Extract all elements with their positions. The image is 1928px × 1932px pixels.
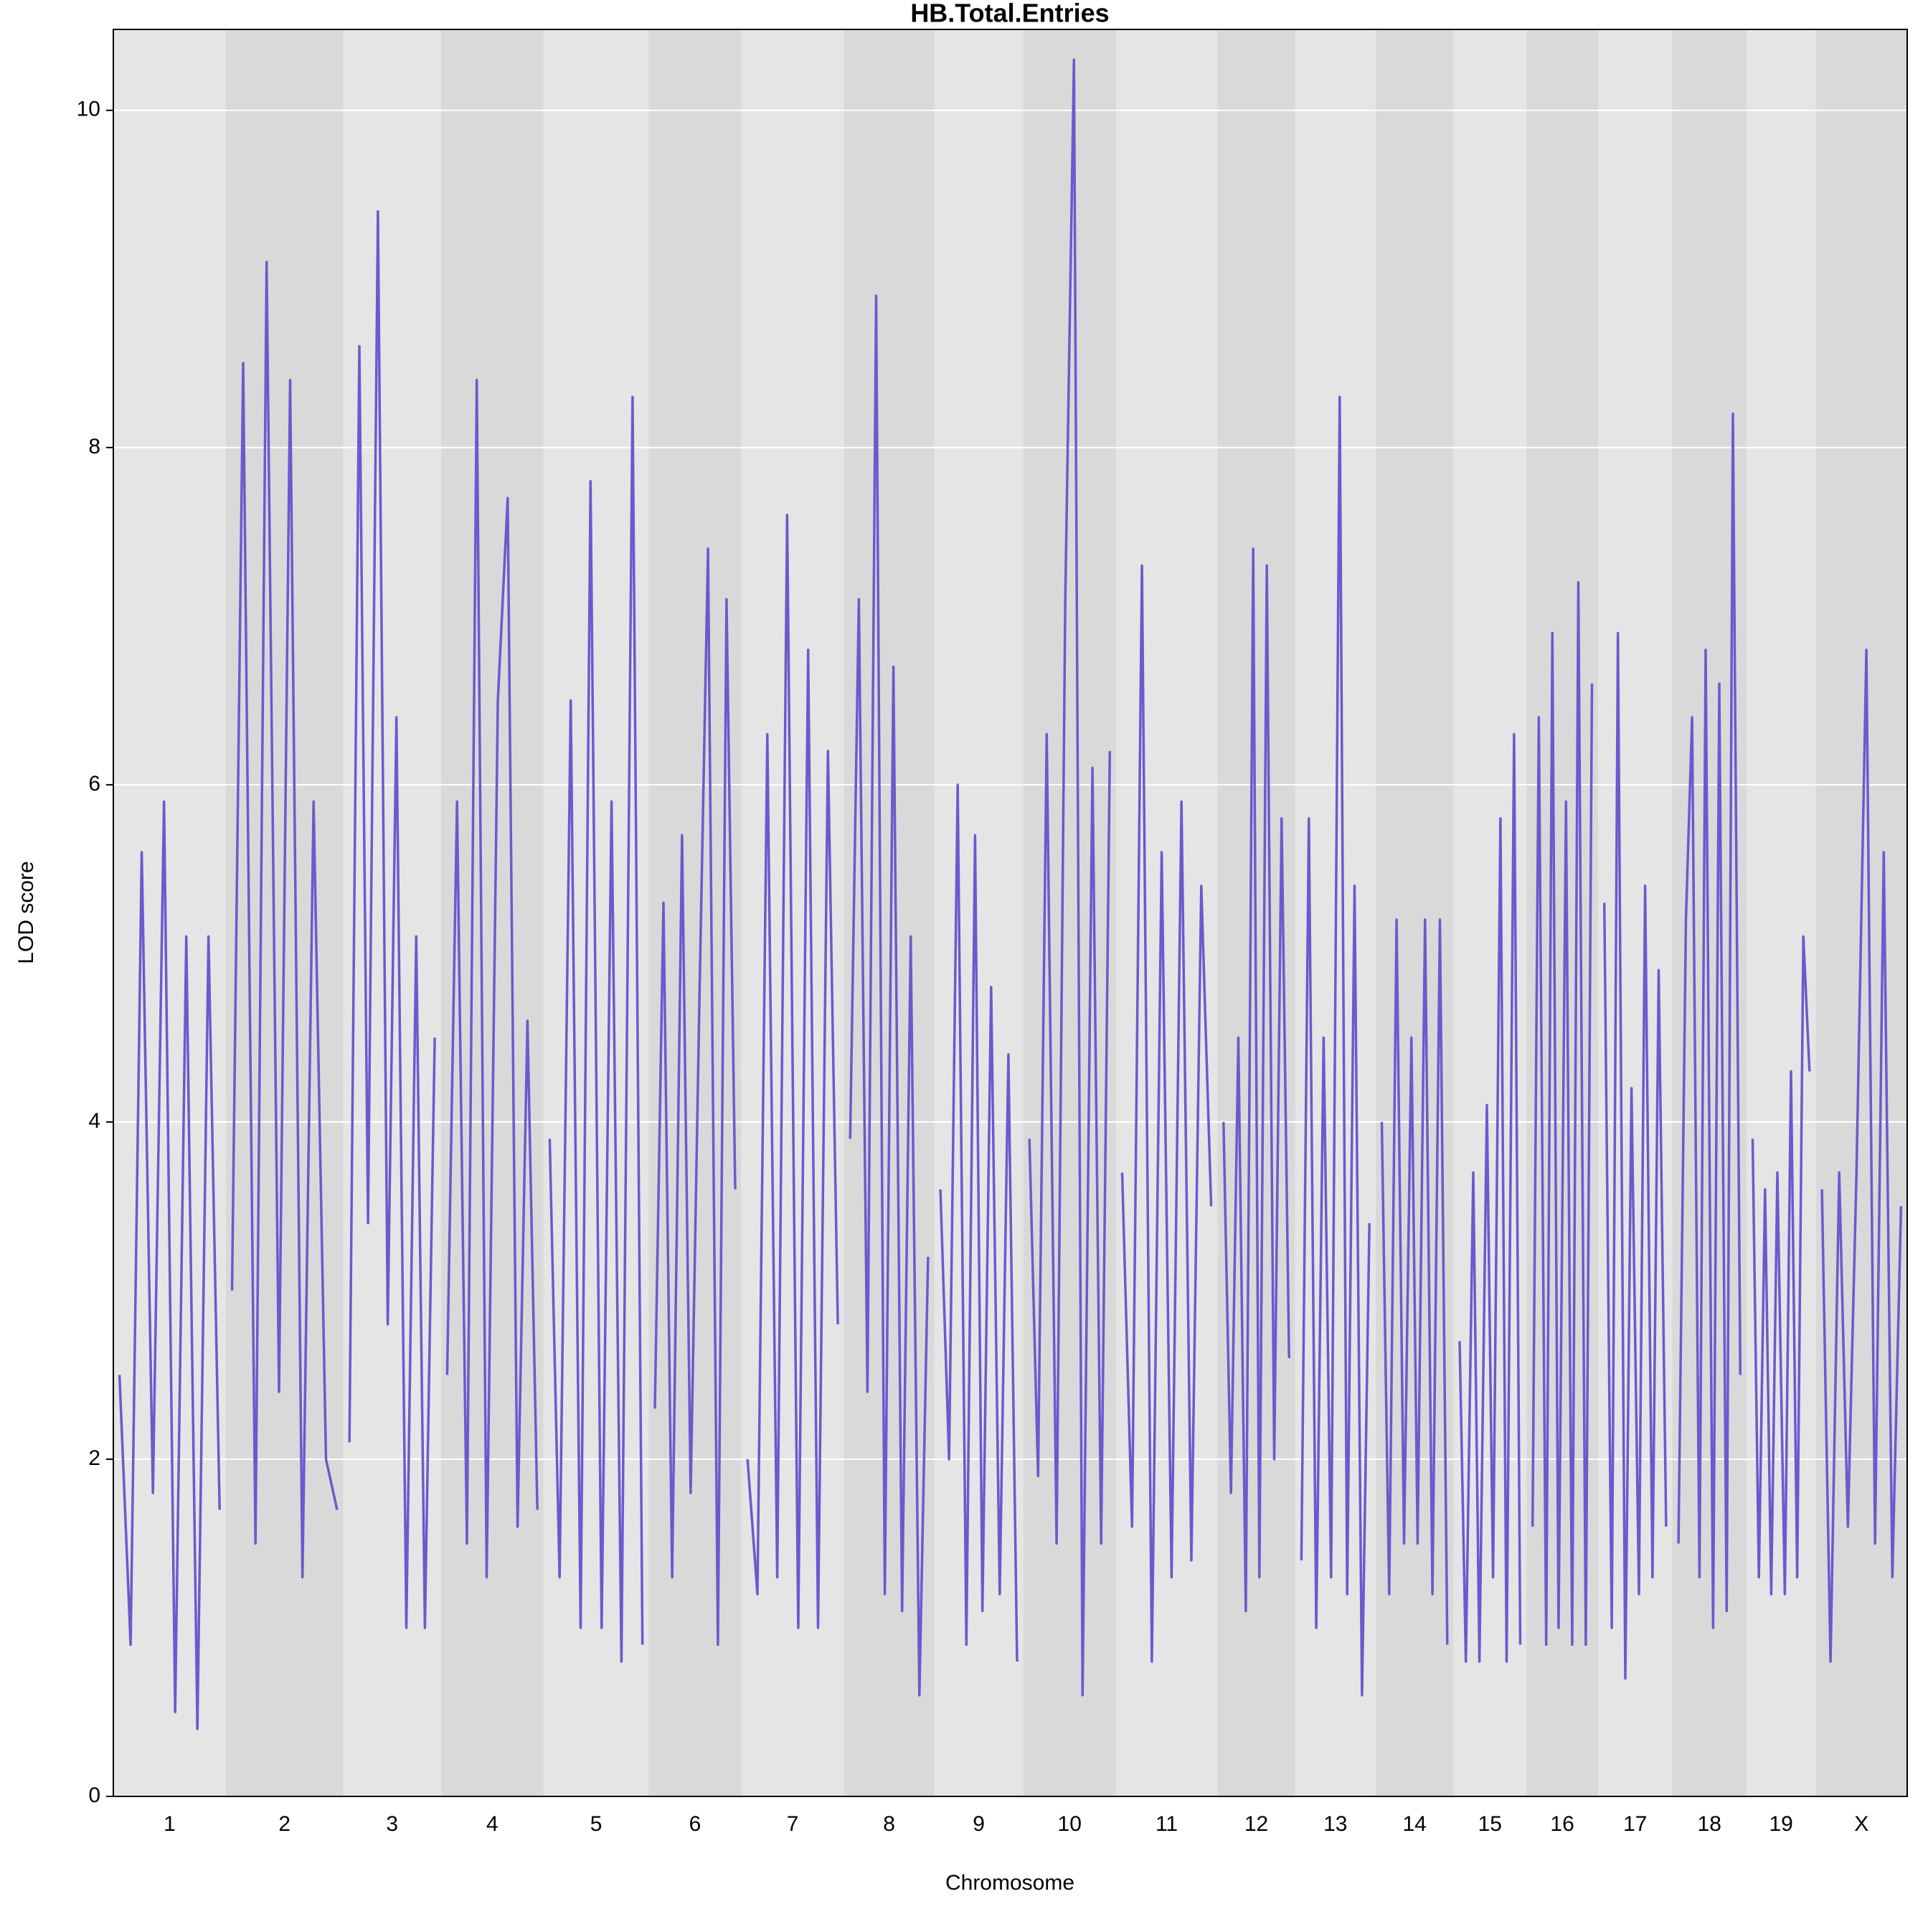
lod-line [1820, 649, 1903, 1663]
x-tick-label: 3 [386, 1812, 398, 1836]
chart-title: HB.Total.Entries [910, 0, 1109, 28]
x-tick-label: 6 [689, 1812, 701, 1836]
chromosome-band [1672, 29, 1747, 1796]
x-tick-label: 5 [590, 1812, 602, 1836]
x-tick-label: 2 [278, 1812, 290, 1836]
lod-line [548, 395, 644, 1663]
x-tick-label: 19 [1769, 1812, 1793, 1836]
chromosome-band [934, 29, 1024, 1796]
x-tick-label: 8 [883, 1812, 895, 1836]
x-tick-label: 16 [1550, 1812, 1574, 1836]
chromosome-band [741, 29, 844, 1796]
lod-line [1751, 935, 1811, 1596]
lod-line [653, 547, 737, 1646]
lod-line [230, 260, 339, 1579]
lod-line [1300, 395, 1371, 1697]
lod-line [445, 379, 539, 1579]
lod-line [746, 514, 839, 1629]
x-tick-label: 14 [1402, 1812, 1426, 1836]
lod-line [1458, 732, 1522, 1663]
x-tick-label: 4 [486, 1812, 498, 1836]
lod-line [1602, 631, 1668, 1680]
x-tick-label: 15 [1478, 1812, 1502, 1836]
lod-line [118, 800, 221, 1730]
x-tick-label: 11 [1156, 1812, 1178, 1836]
y-tick-label: 10 [77, 98, 100, 121]
lod-line [348, 210, 436, 1629]
y-axis-label: LOD score [14, 861, 38, 963]
y-tick-label: 8 [88, 435, 100, 458]
chromosome-band [343, 29, 441, 1796]
x-tick-label: 18 [1698, 1812, 1721, 1836]
lod-line [1222, 547, 1290, 1613]
y-tick-label: 4 [88, 1109, 100, 1133]
lod-line [1531, 581, 1594, 1646]
x-tick-label: 12 [1244, 1812, 1268, 1836]
x-tick-label: 7 [787, 1812, 799, 1836]
chromosome-band [1746, 29, 1816, 1796]
x-axis-label: Chromosome [945, 1871, 1074, 1895]
chromosome-band [113, 29, 226, 1796]
x-tick-label: 17 [1623, 1812, 1647, 1836]
lod-line [849, 294, 930, 1697]
x-tick-label: 10 [1058, 1812, 1082, 1836]
chromosome-band [844, 29, 935, 1796]
lod-line [1028, 58, 1112, 1697]
chromosome-band [1598, 29, 1673, 1796]
y-tick-label: 6 [88, 772, 100, 796]
lod-line [1677, 413, 1742, 1629]
plot-frame [113, 29, 1908, 1797]
lod-line [939, 783, 1019, 1662]
y-tick-label: 0 [88, 1783, 100, 1807]
x-tick-label: 1 [164, 1812, 176, 1836]
y-tick-label: 2 [88, 1446, 100, 1470]
x-tick-label: X [1854, 1812, 1868, 1836]
lod-line [1120, 564, 1213, 1663]
x-tick-label: 9 [973, 1812, 985, 1836]
lod-line [1380, 918, 1449, 1645]
x-tick-label: 13 [1323, 1812, 1347, 1836]
